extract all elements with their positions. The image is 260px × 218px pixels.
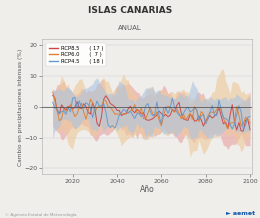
Legend: RCP8.5      ( 17 ), RCP6.0      (  7 ), RCP4.5      ( 18 ): RCP8.5 ( 17 ), RCP6.0 ( 7 ), RCP4.5 ( 18…	[46, 43, 106, 66]
Text: © Agencia Estatal de Meteorología: © Agencia Estatal de Meteorología	[5, 213, 77, 217]
Text: ► aemet: ► aemet	[226, 211, 255, 216]
Text: ISLAS CANARIAS: ISLAS CANARIAS	[88, 6, 172, 15]
Y-axis label: Cambio en precipitaciones intensas (%): Cambio en precipitaciones intensas (%)	[18, 48, 23, 165]
Text: ANUAL: ANUAL	[118, 24, 142, 31]
X-axis label: Año: Año	[140, 185, 154, 194]
